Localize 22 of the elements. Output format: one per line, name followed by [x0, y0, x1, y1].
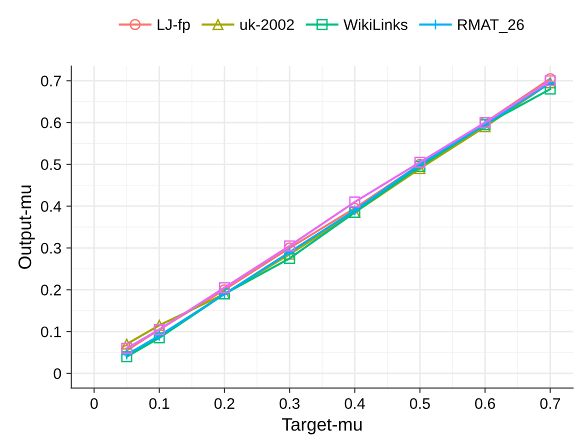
- x-tick-label: 0.2: [214, 398, 234, 409]
- y-axis-title: Output-mu: [18, 186, 35, 269]
- y-tick-label: 0.6: [40, 117, 61, 128]
- legend-label: uk-2002: [240, 18, 294, 30]
- y-tick-label: 0.2: [40, 284, 61, 296]
- y-tick-label: 0.5: [40, 159, 61, 170]
- x-tick-label: 0.7: [540, 398, 560, 409]
- legend-label: WikiLinks: [344, 18, 408, 30]
- x-axis-title: Target-mu: [282, 418, 362, 434]
- y-tick-label: 0.3: [40, 242, 61, 254]
- x-tick-label: 0.3: [280, 398, 300, 409]
- legend-label: RMAT_26: [458, 19, 524, 33]
- x-tick-label: 0.4: [344, 398, 365, 409]
- y-tick-label: 0.1: [40, 326, 61, 338]
- y-tick-label: 0: [54, 368, 62, 380]
- y-tick-label: 0.4: [40, 201, 62, 212]
- x-tick-label: 0.6: [475, 398, 496, 409]
- x-tick-label: 0: [90, 398, 98, 409]
- legend-label: LJ-fp: [158, 18, 190, 34]
- x-tick-label: 0.5: [410, 398, 430, 409]
- x-tick-label: 0.1: [149, 398, 170, 409]
- y-tick-label: 0.7: [40, 76, 61, 86]
